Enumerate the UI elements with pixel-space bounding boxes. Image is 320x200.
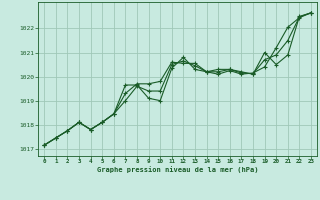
X-axis label: Graphe pression niveau de la mer (hPa): Graphe pression niveau de la mer (hPa)	[97, 166, 258, 173]
